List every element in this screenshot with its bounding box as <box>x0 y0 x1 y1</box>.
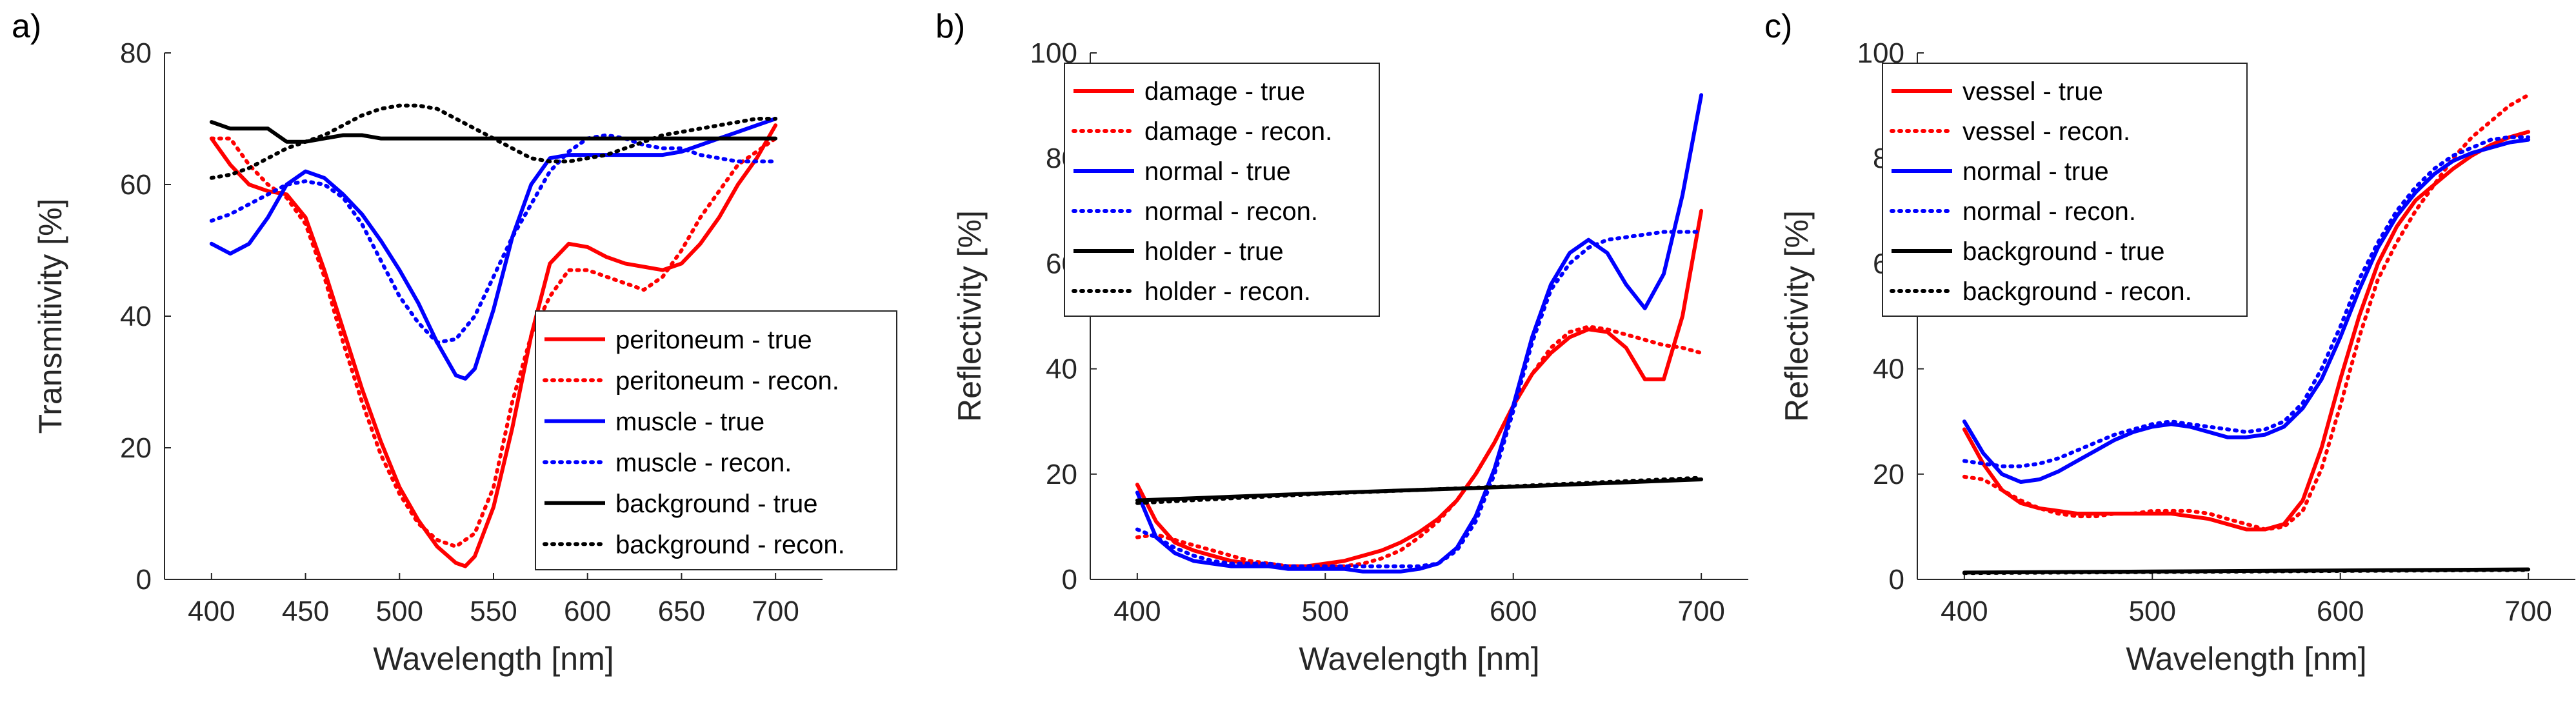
series-line-background-recon <box>209 103 778 180</box>
x-tick-label: 400 <box>1113 596 1161 627</box>
series-line-normal-recon <box>1135 230 1704 568</box>
series-line-normal-true <box>1962 137 2531 484</box>
x-tick-label: 650 <box>658 596 705 627</box>
x-axis-label: Wavelength [nm] <box>1299 641 1539 677</box>
panel-label: c) <box>1764 8 1792 45</box>
x-tick-label: 400 <box>1941 596 1988 627</box>
series-line-vessel-true <box>1962 130 2531 532</box>
x-tick-label: 500 <box>2129 596 2176 627</box>
legend-entry: normal - true <box>1962 157 2109 186</box>
legend-box <box>535 310 897 570</box>
series-line-peritoneum-true <box>209 123 778 568</box>
legend-entry: muscle - recon. <box>615 448 792 477</box>
chart-panel-a: 400 450 500 550 600 650 700 0 20 40 60 80 Wavelength… <box>12 8 897 677</box>
legend-entry: peritoneum - true <box>615 326 812 354</box>
legend-entry: background - recon. <box>615 530 845 559</box>
legend-entry: normal - true <box>1144 157 1291 186</box>
series-line-background-recon <box>1962 568 2531 576</box>
x-tick-label: 600 <box>2317 596 2364 627</box>
x-tick-label: 500 <box>376 596 423 627</box>
x-tick-label: 400 <box>188 596 235 627</box>
x-tick-label: 600 <box>1490 596 1537 627</box>
panel-label: a) <box>12 8 41 45</box>
x-tick-label: 450 <box>282 596 329 627</box>
legend-entry: holder - true <box>1144 237 1284 266</box>
series-line-normal-recon <box>1962 135 2531 468</box>
y-axis-label: Reflectivity [%] <box>952 210 988 422</box>
y-tick-label: 20 <box>1873 459 1904 490</box>
legend-entry: vessel - recon. <box>1962 117 2130 146</box>
legend-box <box>1882 63 2248 317</box>
legend-entry: normal - recon. <box>1144 197 1318 226</box>
legend-entry: background - true <box>1962 237 2165 266</box>
legend-entry: damage - true <box>1144 77 1305 106</box>
series-line-holder-recon <box>1135 476 1704 505</box>
legend-entry: background - true <box>615 490 818 518</box>
x-tick-label: 600 <box>564 596 611 627</box>
series-line-muscle-recon <box>209 133 778 345</box>
legend: damage - true damage - recon. normal - tru… <box>1064 63 1380 317</box>
legend-entry: peritoneum - recon. <box>615 366 839 395</box>
y-tick-label: 40 <box>1046 354 1077 385</box>
series-line-damage-recon <box>1135 325 1704 568</box>
panel-label: b) <box>935 8 965 45</box>
y-tick-label: 40 <box>120 301 152 332</box>
x-tick-label: 700 <box>2504 596 2551 627</box>
x-tick-label: 500 <box>1302 596 1349 627</box>
series-line-vessel-recon <box>1962 93 2531 532</box>
legend-entry: background - recon. <box>1962 277 2192 306</box>
y-tick-label: 0 <box>1062 564 1077 596</box>
series-line-damage-true <box>1135 208 1704 568</box>
y-axis-label: Transmitivity [%] <box>32 199 68 434</box>
x-axis-label: Wavelength [nm] <box>2126 641 2366 677</box>
series-line-normal-true <box>1135 93 1704 574</box>
series-line-muscle-true <box>209 117 778 381</box>
legend: vessel - true vessel - recon. normal - tru… <box>1882 63 2248 317</box>
legend-entry: muscle - true <box>615 408 764 436</box>
legend-entry: holder - recon. <box>1144 277 1311 306</box>
y-tick-label: 60 <box>120 169 152 201</box>
y-tick-label: 80 <box>120 37 152 69</box>
legend: peritoneum - true peritoneum - recon. musc… <box>535 310 897 570</box>
x-tick-label: 700 <box>1677 596 1724 627</box>
y-axis-label: Reflectivity [%] <box>1779 210 1815 422</box>
x-tick-label: 550 <box>470 596 517 627</box>
legend-entry: normal - recon. <box>1962 197 2136 226</box>
series-line-peritoneum-recon <box>209 136 778 548</box>
y-tick-label: 0 <box>136 564 152 596</box>
legend-entry: damage - recon. <box>1144 117 1332 146</box>
x-axis-label: Wavelength [nm] <box>373 641 614 677</box>
x-tick-label: 700 <box>752 596 799 627</box>
legend-box <box>1064 63 1380 317</box>
y-tick-label: 40 <box>1873 354 1904 385</box>
y-tick-label: 0 <box>1889 564 1904 596</box>
y-tick-label: 20 <box>120 432 152 464</box>
legend-entry: vessel - true <box>1962 77 2103 106</box>
y-tick-label: 20 <box>1046 459 1077 490</box>
